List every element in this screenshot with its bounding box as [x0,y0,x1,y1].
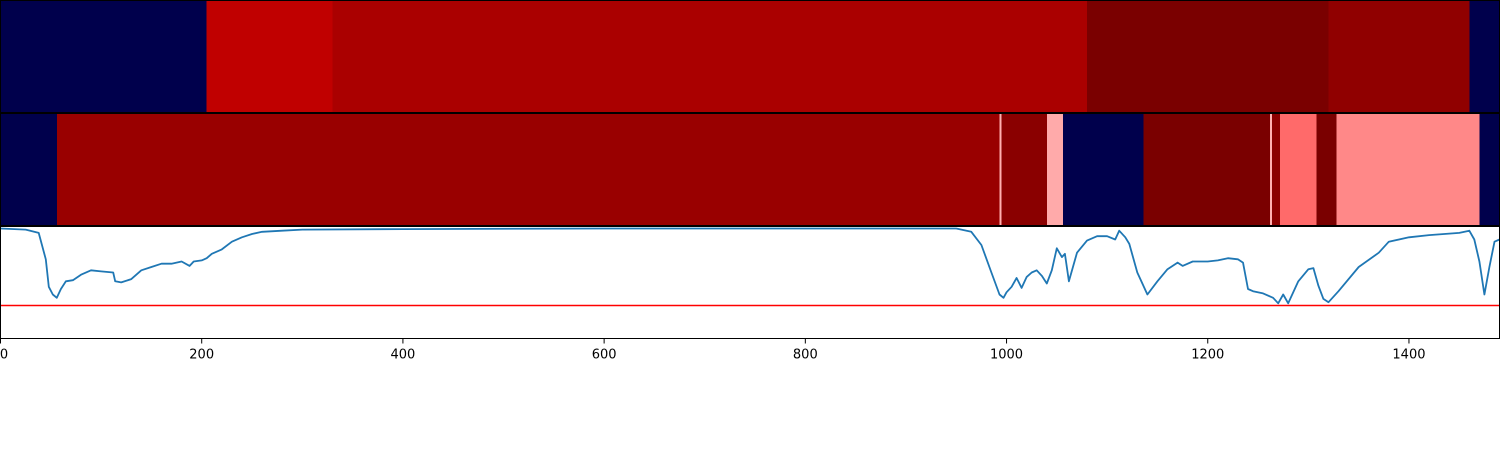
top-heatmap-panel [0,0,1500,113]
heatmap-segment [1469,0,1500,113]
x-tick-label: 400 [391,348,416,363]
x-tick-label: 1200 [1191,348,1224,363]
panel-frame [0,226,1500,339]
x-tick-label: 0 [0,348,8,363]
x-tick-label: 600 [592,348,617,363]
series-line [0,227,1500,305]
heatmap-segment [0,0,207,113]
heatmap-segment [1046,113,1063,226]
heatmap-segment [1001,113,1047,226]
x-tick-label: 800 [793,348,818,363]
heatmap-segment [1336,113,1480,226]
heatmap-segment [1280,113,1317,226]
heatmap-segment [206,0,333,113]
x-axis: 0 200 400 600 800 1000 1200 1400 [0,338,1426,363]
x-tick-label: 200 [189,348,214,363]
heatmap-segment [1316,113,1337,226]
heatmap-segment [1062,113,1144,226]
heatmap-segment [1479,113,1500,226]
heatmap-segment [1272,113,1281,226]
x-tick-label: 1000 [990,348,1023,363]
heatmap-segment [332,0,1088,113]
line-plot-panel [0,226,1500,339]
x-tick-label: 1400 [1392,348,1425,363]
heatmap-segment [999,113,1002,226]
heatmap-segment [0,113,57,226]
heatmap-segment [1328,0,1470,113]
middle-heatmap-panel [0,113,1500,226]
heatmap-segment [1143,113,1271,226]
heatmap-segment [1087,0,1329,113]
heatmap-segment [56,113,1000,226]
heatmap-segment [1270,113,1273,226]
